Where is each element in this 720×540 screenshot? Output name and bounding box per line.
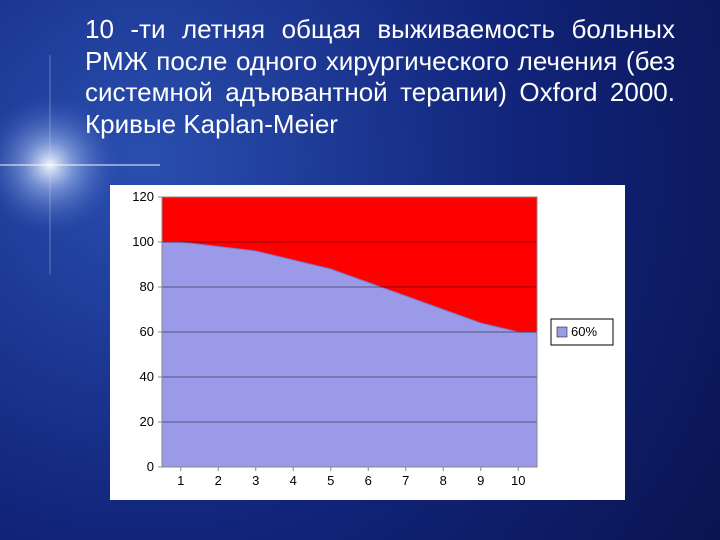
svg-text:40: 40 <box>140 369 154 384</box>
svg-text:5: 5 <box>327 473 334 488</box>
svg-text:10: 10 <box>511 473 525 488</box>
survival-chart: 0 20 40 60 80 100 120 1 2 3 4 5 6 7 8 9 10 60% <box>110 185 625 500</box>
chart-svg: 0 20 40 60 80 100 120 1 2 3 4 5 6 7 8 9 10 60% <box>110 185 625 500</box>
svg-text:60: 60 <box>140 324 154 339</box>
svg-text:120: 120 <box>132 189 154 204</box>
svg-text:2: 2 <box>215 473 222 488</box>
svg-text:0: 0 <box>147 459 154 474</box>
svg-text:1: 1 <box>177 473 184 488</box>
svg-text:8: 8 <box>440 473 447 488</box>
svg-text:6: 6 <box>365 473 372 488</box>
svg-text:9: 9 <box>477 473 484 488</box>
svg-text:3: 3 <box>252 473 259 488</box>
svg-text:7: 7 <box>402 473 409 488</box>
svg-text:60%: 60% <box>571 324 597 339</box>
svg-text:20: 20 <box>140 414 154 429</box>
slide-title: 10 -ти летняя общая выживаемость больных… <box>85 14 675 141</box>
svg-text:4: 4 <box>290 473 297 488</box>
svg-text:80: 80 <box>140 279 154 294</box>
svg-text:100: 100 <box>132 234 154 249</box>
slide: 10 -ти летняя общая выживаемость больных… <box>0 0 720 540</box>
